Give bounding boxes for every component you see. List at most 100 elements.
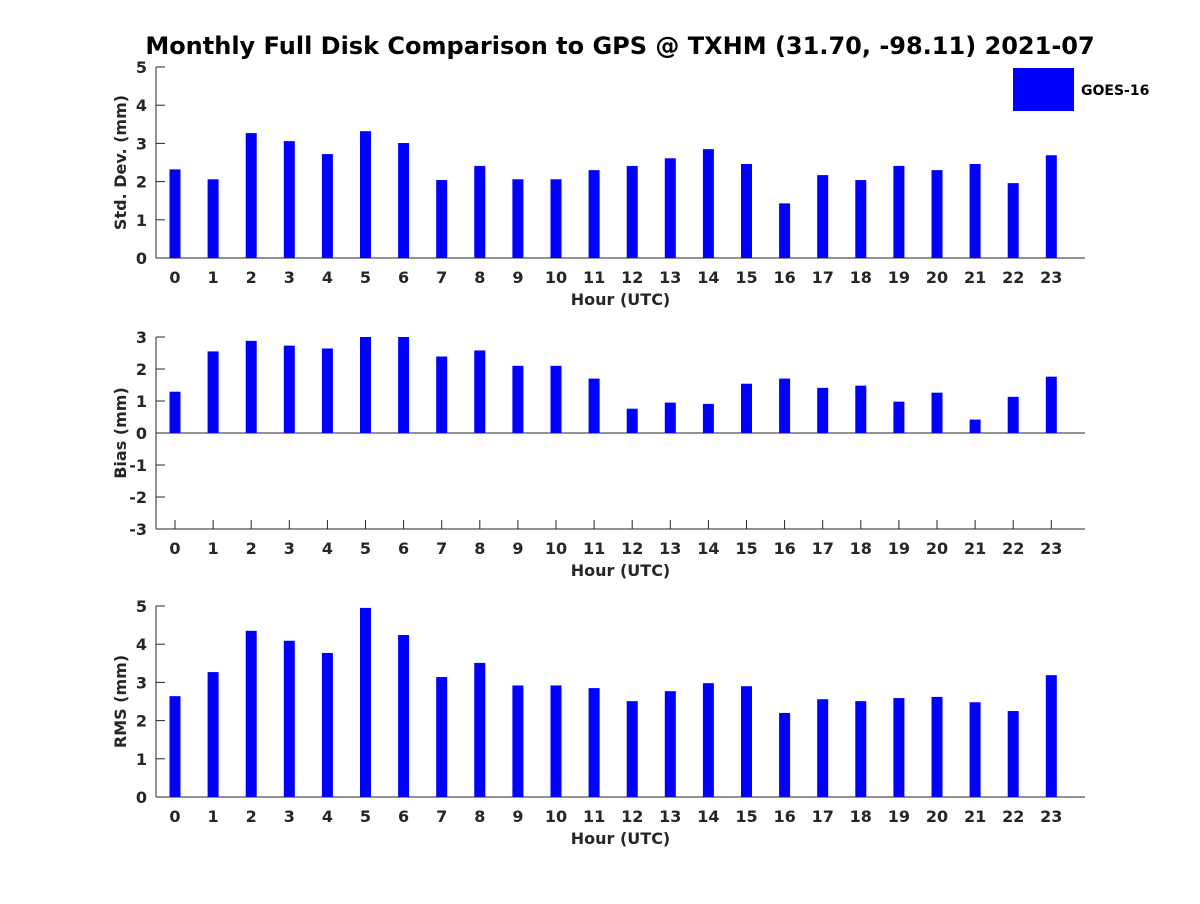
std-dev-x-tick-label: 19: [888, 268, 910, 287]
rms-x-tick-label: 3: [284, 807, 295, 826]
rms-x-tick-label: 0: [169, 807, 180, 826]
bias-bar: [398, 337, 410, 433]
rms-bar: [474, 662, 486, 797]
std-dev-x-tick-label: 1: [208, 268, 219, 287]
std-dev-bar: [626, 165, 638, 258]
bias-x-tick-label: 22: [1002, 539, 1024, 558]
std-dev-bar: [664, 158, 676, 258]
rms-y-tick-label: 4: [136, 635, 147, 654]
std-dev-x-tick-label: 3: [284, 268, 295, 287]
bias-bar: [474, 350, 486, 433]
std-dev-x-tick-label: 15: [735, 268, 757, 287]
rms-x-tick-label: 22: [1002, 807, 1024, 826]
rms-bar: [436, 677, 448, 797]
bias-x-axis-label: Hour (UTC): [571, 561, 671, 580]
legend: GOES-16: [1013, 68, 1149, 111]
bias-y-tick-label: 0: [136, 424, 147, 443]
bias-x-tick-label: 3: [284, 539, 295, 558]
rms-x-tick-label: 21: [964, 807, 986, 826]
rms-bar: [969, 702, 981, 797]
std-dev-bar: [779, 203, 791, 258]
bias-bar: [702, 403, 714, 433]
std-dev-x-tick-label: 0: [169, 268, 180, 287]
std-dev-bar: [169, 169, 181, 258]
bias-x-tick-label: 0: [169, 539, 180, 558]
bias-bar: [283, 345, 295, 433]
bias-x-tick-label: 21: [964, 539, 986, 558]
std-dev-bar: [245, 133, 257, 258]
std-dev-x-tick-label: 13: [659, 268, 681, 287]
std-dev-x-tick-label: 9: [512, 268, 523, 287]
rms-bar: [817, 699, 829, 797]
bias-x-tick-label: 4: [322, 539, 333, 558]
bias-x-tick-label: 11: [583, 539, 605, 558]
rms-x-tick-label: 20: [926, 807, 948, 826]
bias-x-tick-label: 12: [621, 539, 643, 558]
std-dev-bar: [398, 143, 410, 258]
std-dev-bar: [550, 179, 562, 258]
bias-x-tick-label: 1: [208, 539, 219, 558]
rms-bar: [931, 696, 943, 797]
std-dev-y-axis-label: Std. Dev. (mm): [111, 95, 130, 230]
rms-x-tick-label: 18: [850, 807, 872, 826]
std-dev-bar: [702, 149, 714, 258]
rms-bar: [664, 691, 676, 797]
bias-x-tick-label: 13: [659, 539, 681, 558]
bias-x-tick-label: 20: [926, 539, 948, 558]
std-dev-bar: [969, 164, 981, 258]
bias-bar: [207, 351, 219, 433]
rms-bar: [360, 607, 371, 797]
std-dev-x-tick-label: 5: [360, 268, 371, 287]
rms-x-tick-label: 17: [812, 807, 834, 826]
rms-x-tick-label: 8: [474, 807, 485, 826]
rms-bar: [626, 701, 638, 797]
std-dev-bar: [474, 165, 486, 258]
std-dev-bar: [321, 154, 333, 258]
std-dev-x-tick-label: 18: [850, 268, 872, 287]
std-dev-y-tick-label: 3: [136, 134, 147, 153]
bias-x-tick-label: 7: [436, 539, 447, 558]
rms-x-tick-label: 6: [398, 807, 409, 826]
std-dev-x-tick-label: 4: [322, 268, 333, 287]
std-dev-y-tick-label: 0: [136, 249, 147, 268]
legend-label: GOES-16: [1081, 83, 1149, 99]
std-dev-x-tick-label: 17: [812, 268, 834, 287]
bias-bar: [893, 401, 905, 433]
bias-bar: [855, 385, 867, 433]
bias-bar: [1007, 396, 1019, 433]
rms-bar: [169, 696, 181, 797]
bias-bar: [969, 419, 981, 433]
rms-x-tick-label: 5: [360, 807, 371, 826]
std-dev-x-tick-label: 20: [926, 268, 948, 287]
bias-bar: [664, 402, 676, 433]
std-dev-x-tick-label: 22: [1002, 268, 1024, 287]
std-dev-y-tick-label: 4: [136, 96, 147, 115]
bias-bar: [245, 340, 257, 433]
bias-bar: [817, 387, 829, 433]
bias-bar: [741, 383, 752, 433]
bias-x-tick-label: 2: [246, 539, 257, 558]
bias-y-tick-label: -2: [129, 488, 147, 507]
rms-x-tick-label: 11: [583, 807, 605, 826]
bias-bar: [169, 391, 181, 433]
std-dev-x-axis-label: Hour (UTC): [571, 290, 671, 309]
bias-y-axis-label: Bias (mm): [111, 387, 130, 479]
bias-x-tick-label: 16: [773, 539, 795, 558]
bias-x-tick-label: 6: [398, 539, 409, 558]
bias-x-tick-label: 19: [888, 539, 910, 558]
bias-bar: [360, 337, 371, 433]
bias-y-tick-label: -1: [129, 456, 147, 475]
rms-bar: [283, 640, 295, 797]
std-dev-y-tick-label: 5: [136, 58, 147, 77]
rms-bar: [1045, 675, 1057, 797]
bias-bar: [626, 408, 638, 433]
bias-bar: [436, 356, 448, 433]
rms-x-axis-label: Hour (UTC): [571, 829, 671, 848]
rms-x-tick-label: 4: [322, 807, 333, 826]
std-dev-x-tick-label: 2: [246, 268, 257, 287]
rms-x-tick-label: 7: [436, 807, 447, 826]
std-dev-bar: [893, 165, 905, 258]
rms-y-tick-label: 5: [136, 597, 147, 616]
